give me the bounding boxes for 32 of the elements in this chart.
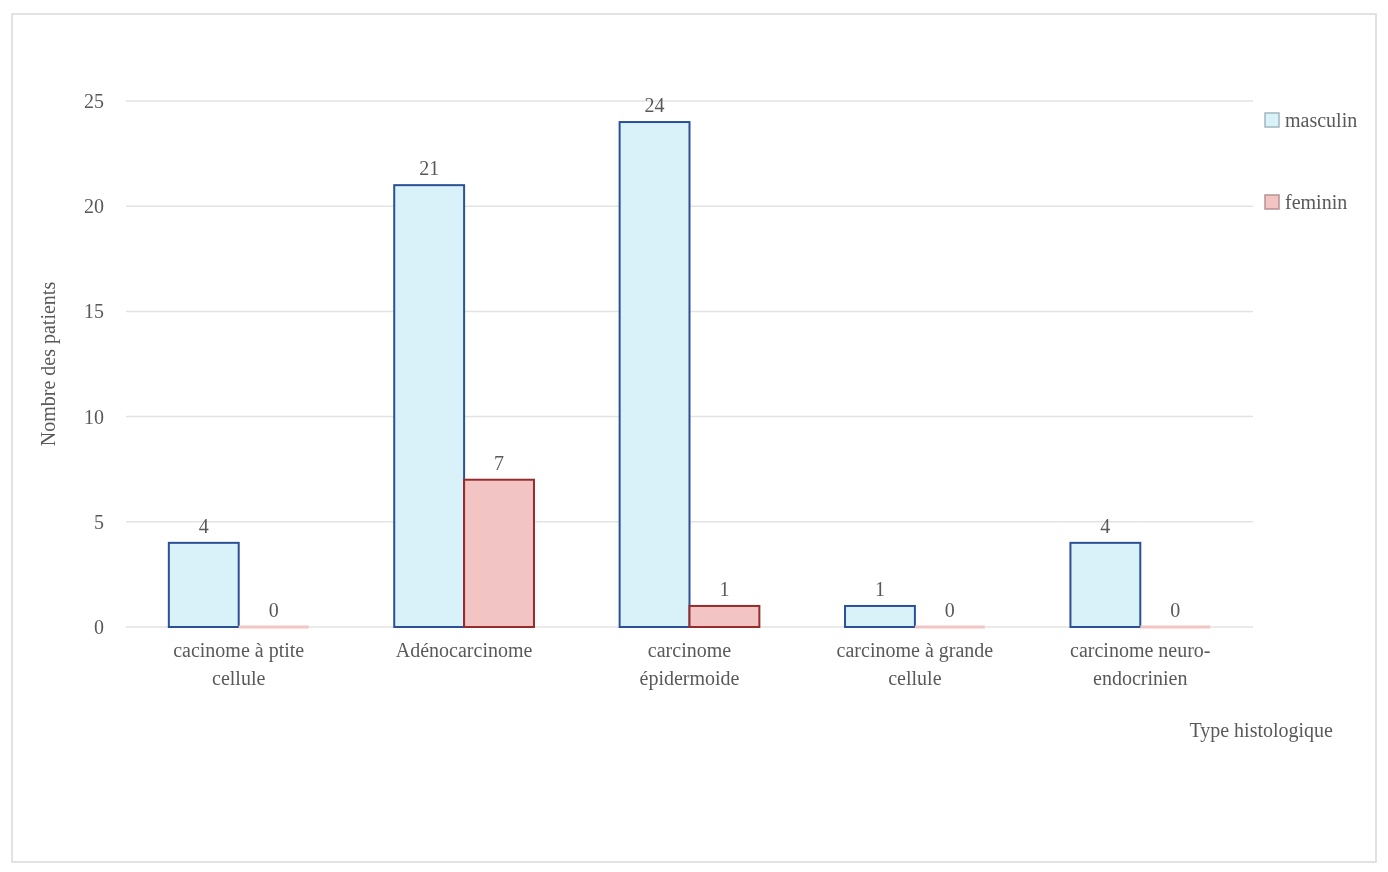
x-tick-label: carcinome à grande cellule <box>836 639 994 689</box>
y-tick-label: 0 <box>94 616 104 638</box>
data-label: 4 <box>1100 514 1111 537</box>
x-tick-label: cacinome à ptite cellule <box>173 639 305 689</box>
data-label: 1 <box>874 577 885 600</box>
bar <box>393 184 466 628</box>
x-axis-title: Type histologique <box>1189 719 1334 742</box>
y-tick-label: 10 <box>84 405 104 428</box>
bar <box>1069 541 1142 628</box>
data-label: 1 <box>719 577 730 600</box>
data-label: 7 <box>494 451 505 474</box>
data-label: 24 <box>644 94 665 117</box>
y-tick-label: 20 <box>84 195 104 218</box>
bar <box>618 121 691 628</box>
data-label: 0 <box>268 599 279 621</box>
bar <box>844 604 916 628</box>
data-label: 21 <box>419 157 440 180</box>
legend-label: masculin <box>1285 109 1358 131</box>
bar <box>688 604 761 628</box>
legend-label: feminin <box>1285 191 1348 213</box>
data-label: 0 <box>1170 599 1181 621</box>
y-tick-label: 15 <box>84 300 104 323</box>
x-tick-label: carcinome épidermoide <box>639 639 740 690</box>
y-tick-label: 25 <box>84 90 104 112</box>
data-label: 4 <box>198 514 209 537</box>
y-axis-title: Nombre des patients <box>37 281 60 447</box>
x-tick-label: carcinome neuro-endocrinien <box>1070 639 1211 689</box>
x-tick-label: Adénocarcinome <box>395 639 533 661</box>
bar <box>167 541 240 628</box>
data-label: 0 <box>944 599 955 621</box>
bar <box>463 478 535 628</box>
y-tick-label: 5 <box>94 510 104 533</box>
